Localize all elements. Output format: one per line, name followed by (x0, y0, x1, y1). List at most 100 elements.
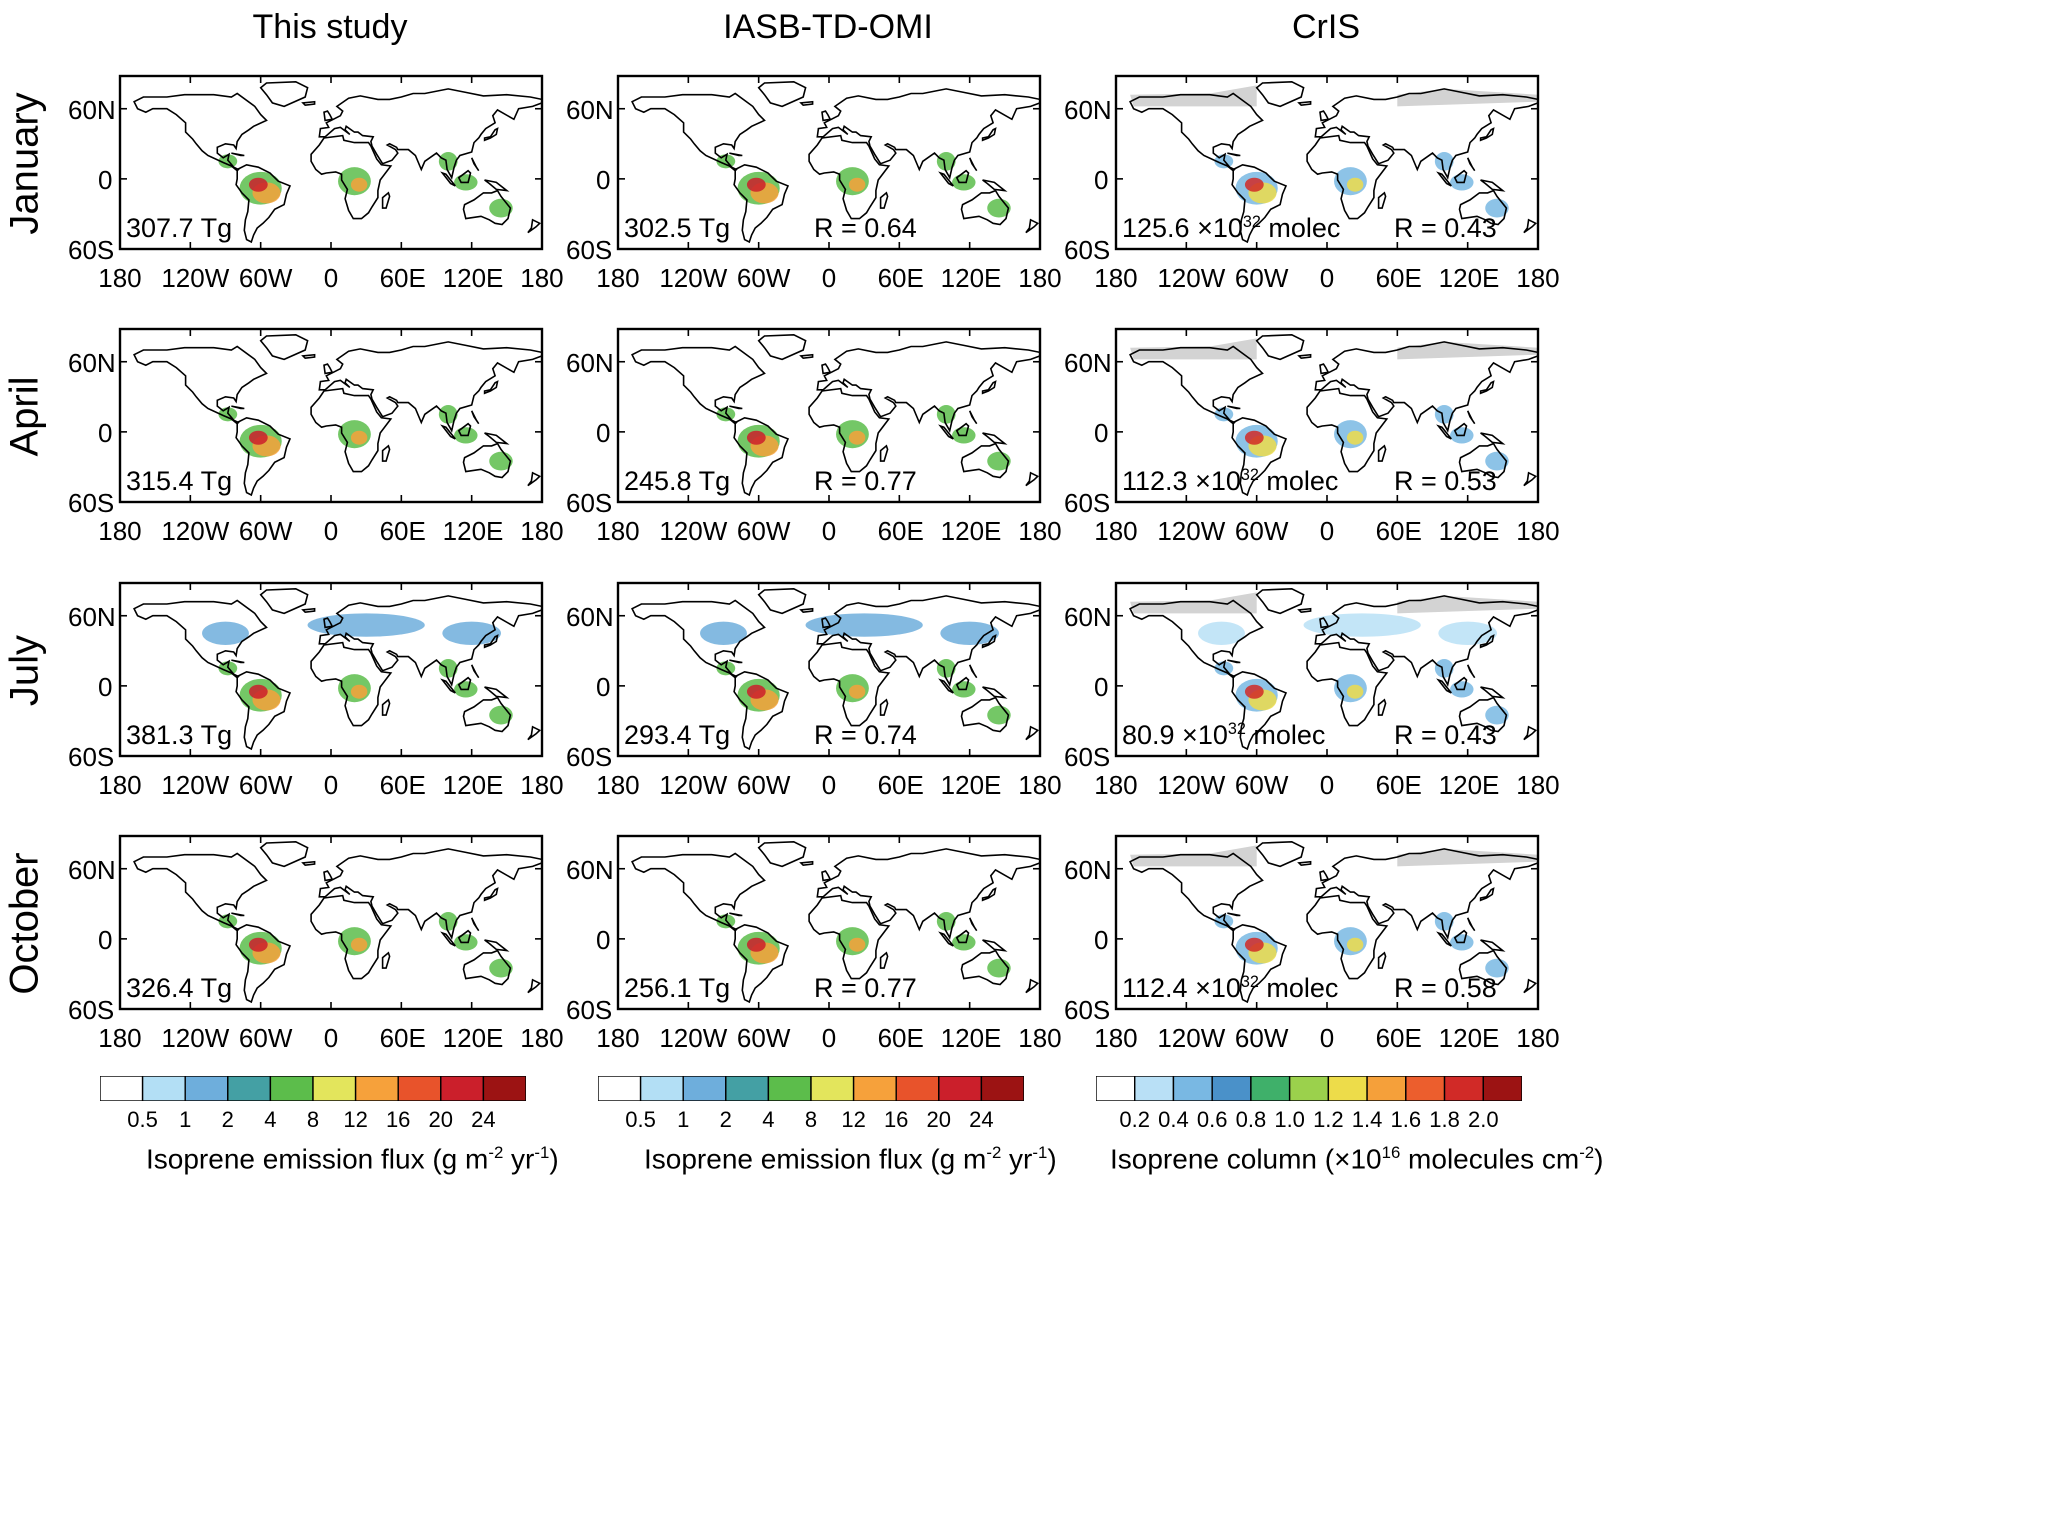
emission-field (202, 621, 249, 645)
y-tick-label: 60S (68, 742, 115, 772)
land-greenland (758, 588, 806, 614)
land-greenland (758, 81, 806, 107)
colorbar-tick-label: 16 (883, 1107, 909, 1132)
colorbar-tick-label: 1.8 (1429, 1107, 1460, 1132)
x-tick-label: 60E (877, 1023, 924, 1053)
land-uk (324, 364, 333, 374)
colorbar-tick-label: 0.2 (1119, 1107, 1151, 1132)
coastline (960, 696, 1010, 733)
x-tick-label: 180 (98, 770, 142, 800)
x-tick-label: 180 (1094, 263, 1138, 293)
x-tick-label: 60W (1234, 263, 1289, 293)
land-greenland (758, 841, 806, 867)
emission-field (746, 937, 766, 952)
x-tick-label: 60W (736, 1023, 791, 1053)
map-panel: 125.6 ×1032 molec R = 0.43 (1114, 74, 1540, 251)
coastline (235, 923, 292, 1004)
y-tick-label: 60S (68, 488, 115, 518)
x-tick-label: 60W (736, 516, 791, 546)
colorbar-bin (354, 1076, 399, 1101)
total-label: 245.8 Tg (624, 466, 731, 496)
colorbar-bin (852, 1076, 897, 1101)
coastline (133, 92, 268, 172)
coastline (1255, 333, 1305, 361)
coastline (1377, 444, 1387, 462)
coastline (879, 698, 889, 716)
land-newguinea (1480, 180, 1503, 191)
coastline (323, 870, 334, 882)
coastline (462, 442, 512, 479)
emission-field (1198, 621, 1245, 645)
coastline (484, 686, 510, 699)
coastline (960, 949, 1010, 986)
coastline (757, 840, 807, 868)
x-tick-label: 0 (323, 1023, 339, 1053)
correlation-label: R = 0.53 (1394, 466, 1497, 496)
coastline (462, 949, 512, 986)
coastline (301, 353, 316, 360)
x-tick-label: 60W (736, 770, 791, 800)
y-tick-label: 0 (98, 417, 113, 448)
total-label: 302.5 Tg (624, 213, 731, 243)
emission-field (350, 937, 368, 952)
coastline (1480, 686, 1506, 699)
coastline (1479, 127, 1495, 142)
y-tick-label: 60N (1064, 854, 1112, 885)
x-tick-label: 120E (940, 263, 1002, 293)
x-tick-label: 180 (596, 263, 640, 293)
x-tick-label: 120E (940, 1023, 1002, 1053)
y-tick-label: 0 (596, 671, 611, 702)
y-tick-label: 60S (68, 235, 115, 265)
coastline (1319, 110, 1330, 122)
coastline (981, 127, 997, 142)
x-tick-label: 60E (379, 770, 426, 800)
coastline (1480, 939, 1506, 952)
emission-field (936, 911, 956, 931)
coastline (1453, 422, 1468, 437)
coastline (1231, 670, 1288, 751)
land-uk (1320, 111, 1329, 121)
coastline (1314, 88, 1538, 180)
colorbar-tick-label: 2 (719, 1107, 732, 1132)
land-greenland (260, 81, 308, 107)
x-tick-label: 0 (821, 770, 837, 800)
x-tick-label: 180 (520, 516, 564, 546)
missing-data-area (1397, 595, 1538, 614)
emission-field (848, 177, 866, 192)
coastline (1523, 218, 1538, 234)
coastline (527, 978, 542, 994)
coastline (1480, 179, 1506, 192)
x-tick-label: 120E (442, 770, 504, 800)
y-tick-label: 60N (1064, 601, 1112, 632)
x-tick-label: 60E (379, 516, 426, 546)
x-tick-label: 180 (1094, 1023, 1138, 1053)
emission-field (1346, 684, 1364, 699)
correlation-label: R = 0.58 (1394, 973, 1497, 1003)
emission-field (848, 937, 866, 952)
coastline (955, 169, 970, 184)
x-tick-label: 180 (1018, 770, 1062, 800)
coastline (1458, 696, 1508, 733)
emission-field (1346, 937, 1364, 952)
emission-field (1346, 177, 1364, 192)
y-tick-label: 60S (566, 995, 613, 1025)
land-northAmerica (134, 853, 267, 931)
coastline (1255, 587, 1305, 615)
total-label: 326.4 Tg (126, 973, 233, 1003)
emission-field (1438, 621, 1497, 645)
land-newguinea (1480, 940, 1503, 951)
map-svg (118, 74, 544, 251)
emission-field (1244, 937, 1264, 952)
emission-field (438, 658, 458, 678)
colorbar-bin (269, 1076, 314, 1101)
colorbar-tick-label: 2 (221, 1107, 234, 1132)
colorbar-bin (639, 1076, 684, 1101)
emission-field (746, 684, 766, 699)
y-tick-label: 60S (566, 742, 613, 772)
coastline (484, 179, 510, 192)
total-label: 112.3 ×1032 molec (1122, 466, 1339, 496)
map-panel: 326.4 Tg (118, 834, 544, 1011)
x-tick-label: 180 (1516, 770, 1560, 800)
emission-field (248, 684, 268, 699)
coastline (133, 599, 268, 679)
